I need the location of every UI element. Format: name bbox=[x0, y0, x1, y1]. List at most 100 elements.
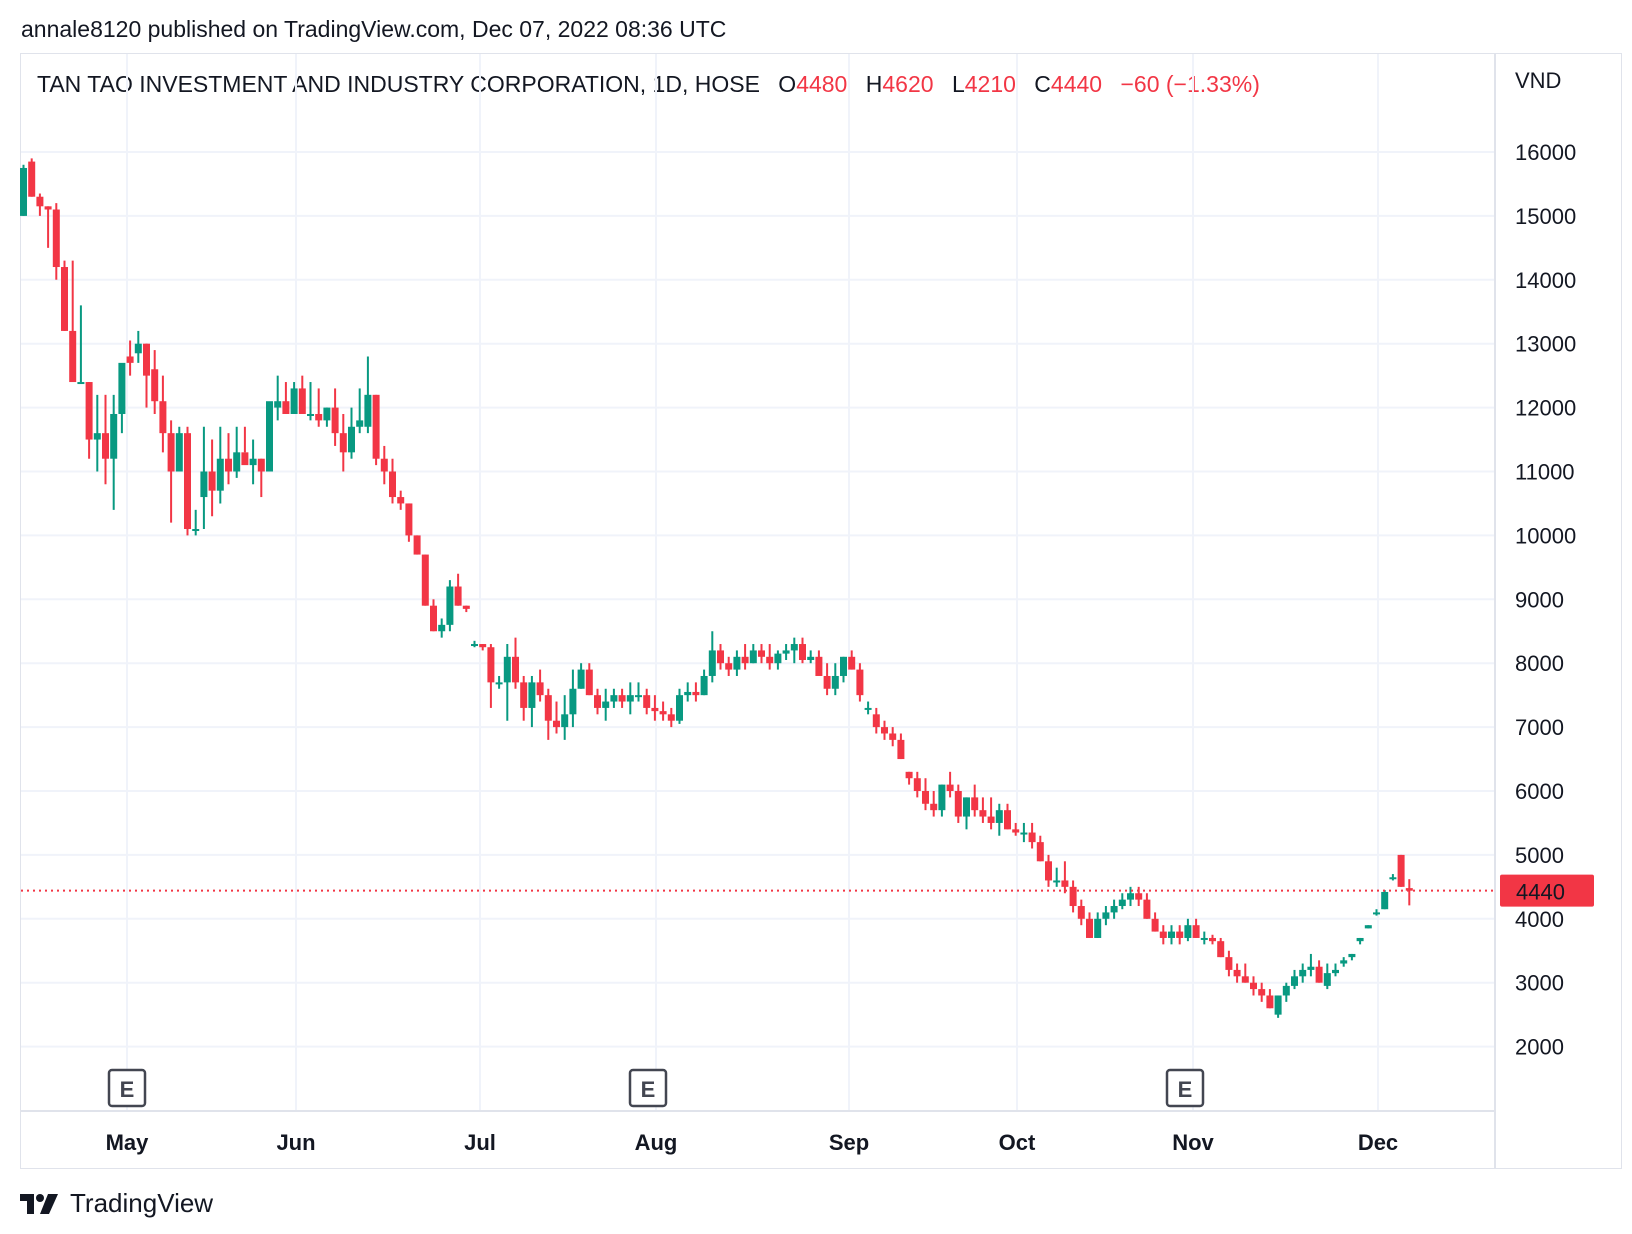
candle-body[interactable] bbox=[28, 161, 36, 197]
candle-body[interactable] bbox=[823, 675, 831, 689]
candle-body[interactable] bbox=[405, 503, 413, 536]
candle-body[interactable] bbox=[708, 650, 716, 676]
candle-body[interactable] bbox=[889, 733, 897, 740]
candle-body[interactable] bbox=[364, 394, 372, 427]
candle-body[interactable] bbox=[315, 413, 323, 421]
candle-body[interactable] bbox=[1356, 937, 1364, 942]
candle-body[interactable] bbox=[298, 388, 306, 414]
candle-body[interactable] bbox=[602, 701, 610, 708]
candle-body[interactable] bbox=[1209, 937, 1216, 942]
candle-body[interactable] bbox=[274, 401, 282, 408]
candle-body[interactable] bbox=[881, 727, 888, 734]
earnings-event-marker[interactable] bbox=[107, 1068, 147, 1108]
candle-body[interactable] bbox=[1389, 877, 1397, 880]
candle-body[interactable] bbox=[134, 343, 142, 354]
candle-body[interactable] bbox=[430, 605, 437, 632]
candle-body[interactable] bbox=[36, 196, 44, 207]
candle-body[interactable] bbox=[610, 695, 618, 702]
candle-body[interactable] bbox=[380, 458, 388, 472]
candle-body[interactable] bbox=[946, 784, 954, 791]
candle-body[interactable] bbox=[143, 343, 150, 376]
candle-body[interactable] bbox=[676, 695, 683, 721]
candle-body[interactable] bbox=[1340, 960, 1348, 964]
candle-body[interactable] bbox=[52, 209, 60, 268]
candle-body[interactable] bbox=[840, 656, 847, 676]
candle-body[interactable] bbox=[1086, 918, 1093, 938]
candle-body[interactable] bbox=[1258, 989, 1266, 996]
candle-body[interactable] bbox=[479, 644, 487, 648]
candle-body[interactable] bbox=[257, 458, 265, 472]
candle-body[interactable] bbox=[348, 426, 355, 453]
candle-body[interactable] bbox=[963, 797, 970, 817]
candle-body[interactable] bbox=[856, 669, 864, 696]
candle-body[interactable] bbox=[102, 433, 109, 459]
candle-body[interactable] bbox=[446, 586, 454, 625]
currency-label[interactable]: VND bbox=[1515, 68, 1561, 93]
candle-body[interactable] bbox=[626, 695, 634, 702]
candle-body[interactable] bbox=[995, 810, 1003, 823]
candle-body[interactable] bbox=[667, 714, 675, 721]
candle-body[interactable] bbox=[1348, 953, 1356, 958]
candle-body[interactable] bbox=[69, 330, 77, 383]
candle-body[interactable] bbox=[1184, 925, 1192, 938]
candle-body[interactable] bbox=[987, 816, 995, 823]
candle-body[interactable] bbox=[1192, 925, 1200, 938]
candle-body[interactable] bbox=[553, 720, 560, 728]
candle-body[interactable] bbox=[635, 695, 642, 698]
candle-body[interactable] bbox=[799, 644, 806, 661]
candle-body[interactable] bbox=[1315, 966, 1323, 983]
earnings-event-marker[interactable] bbox=[628, 1068, 668, 1108]
candle-body[interactable] bbox=[577, 669, 585, 689]
candle-body[interactable] bbox=[1282, 985, 1290, 996]
candle-body[interactable] bbox=[815, 656, 823, 676]
candle-body[interactable] bbox=[700, 675, 708, 696]
candle-body[interactable] bbox=[471, 644, 478, 647]
candle-body[interactable] bbox=[372, 394, 380, 459]
candle-body[interactable] bbox=[216, 458, 224, 491]
candle-body[interactable] bbox=[85, 382, 93, 440]
candle-body[interactable] bbox=[413, 535, 421, 555]
candle-body[interactable] bbox=[1077, 906, 1085, 919]
candle-body[interactable] bbox=[536, 682, 544, 696]
candle-body[interactable] bbox=[971, 797, 979, 811]
candle-body[interactable] bbox=[1004, 810, 1011, 830]
candle-body[interactable] bbox=[512, 656, 519, 683]
candle-body[interactable] bbox=[1053, 880, 1061, 883]
candle-body[interactable] bbox=[930, 803, 938, 811]
candle-body[interactable] bbox=[831, 675, 839, 689]
candle-body[interactable] bbox=[848, 656, 856, 670]
candle-body[interactable] bbox=[20, 167, 27, 216]
candle-body[interactable] bbox=[331, 407, 339, 434]
candle-body[interactable] bbox=[110, 413, 118, 459]
candle-body[interactable] bbox=[1036, 842, 1044, 862]
candle-body[interactable] bbox=[307, 413, 314, 416]
candle-body[interactable] bbox=[1397, 854, 1405, 887]
candle-body[interactable] bbox=[126, 356, 134, 363]
candle-body[interactable] bbox=[454, 586, 462, 606]
candle-body[interactable] bbox=[1118, 899, 1126, 907]
candle-body[interactable] bbox=[594, 695, 601, 708]
candle-body[interactable] bbox=[561, 714, 569, 728]
candle-body[interactable] bbox=[913, 778, 921, 791]
candle-body[interactable] bbox=[1028, 832, 1036, 843]
candle-body[interactable] bbox=[1143, 899, 1151, 919]
candle-body[interactable] bbox=[717, 650, 724, 664]
candle-body[interactable] bbox=[1291, 976, 1298, 986]
candle-body[interactable] bbox=[1217, 941, 1225, 958]
candle-body[interactable] bbox=[184, 433, 191, 530]
candle-body[interactable] bbox=[503, 656, 511, 683]
candle-body[interactable] bbox=[1241, 976, 1249, 983]
candle-body[interactable] bbox=[1069, 886, 1077, 907]
candle-body[interactable] bbox=[495, 682, 503, 685]
candle-body[interactable] bbox=[1168, 931, 1175, 938]
candle-body[interactable] bbox=[643, 695, 651, 708]
candle-body[interactable] bbox=[651, 707, 659, 712]
candle-body[interactable] bbox=[249, 458, 257, 466]
candle-body[interactable] bbox=[569, 688, 577, 715]
candle-body[interactable] bbox=[175, 433, 183, 472]
candle-body[interactable] bbox=[421, 554, 429, 606]
candle-body[interactable] bbox=[1094, 918, 1102, 938]
candle-body[interactable] bbox=[692, 691, 700, 696]
candle-body[interactable] bbox=[544, 695, 552, 721]
candle-body[interactable] bbox=[897, 739, 905, 760]
